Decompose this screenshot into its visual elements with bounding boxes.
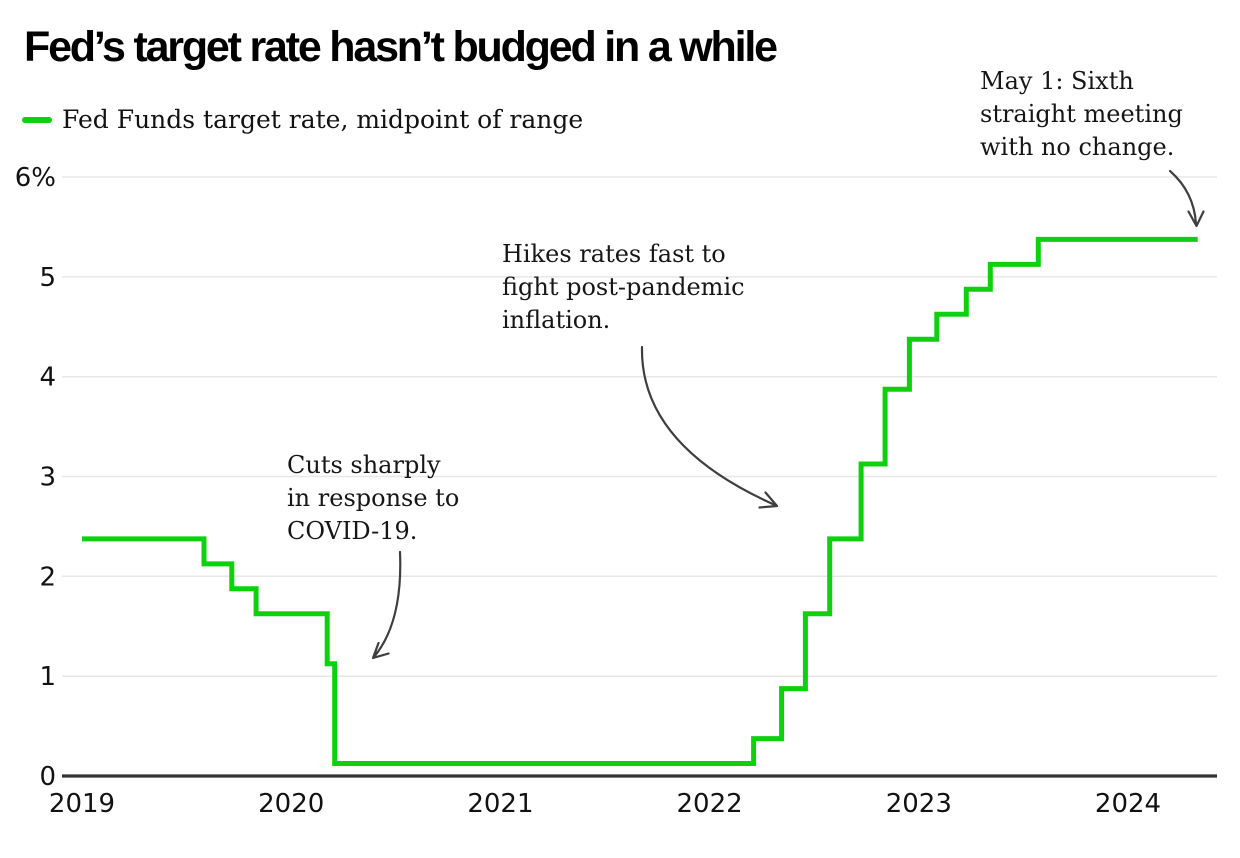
gridlines-group (62, 176, 1217, 778)
y-tick-label: 4 (39, 363, 56, 393)
x-tick-label: 2021 (467, 789, 533, 819)
annotation-arrow-hikes (640, 345, 779, 509)
legend-line-swatch-icon (22, 116, 52, 123)
annotation-line: inflation. (502, 306, 610, 334)
annotation-line: Cuts sharply (287, 451, 441, 479)
y-tick-label: 1 (39, 662, 56, 692)
annotation-line: straight meeting (980, 100, 1183, 128)
x-axis-tick-labels: 2019 2020 2021 2022 2023 2024 (49, 789, 1161, 819)
annotation-line: fight post-pandemic (502, 273, 745, 301)
annotation-hikes: Hikes rates fast to fight post-pandemic … (502, 240, 752, 334)
chart-title: Fed’s target rate hasn’t budged in a whi… (24, 23, 778, 71)
x-tick-label: 2019 (49, 789, 115, 819)
x-tick-label: 2024 (1095, 789, 1161, 819)
y-tick-label: 2 (39, 562, 56, 592)
y-tick-label: 3 (39, 463, 56, 493)
annotation-line: in response to (287, 484, 459, 512)
x-tick-label: 2022 (677, 789, 743, 819)
y-tick-label: 6% (15, 163, 56, 193)
annotation-arrow-covid (371, 550, 402, 660)
legend: Fed Funds target rate, midpoint of range (22, 107, 583, 132)
annotation-may1: May 1: Sixth straight meeting with no ch… (980, 67, 1190, 161)
y-tick-label: 0 (39, 762, 56, 792)
annotation-line: Hikes rates fast to (502, 240, 726, 268)
y-axis-tick-labels: 0 1 2 3 4 5 6% (15, 163, 56, 792)
annotation-arrow-may1 (1168, 169, 1205, 228)
annotation-line: with no change. (980, 133, 1174, 161)
annotation-covid-cuts: Cuts sharply in response to COVID-19. (287, 451, 467, 545)
y-tick-label: 5 (39, 263, 56, 293)
annotation-line: COVID-19. (287, 517, 417, 545)
x-tick-label: 2020 (258, 789, 324, 819)
legend-label: Fed Funds target rate, midpoint of range (62, 105, 584, 134)
annotation-line: May 1: Sixth (980, 67, 1134, 95)
rate-line-series (82, 236, 1198, 766)
x-tick-label: 2023 (886, 789, 952, 819)
